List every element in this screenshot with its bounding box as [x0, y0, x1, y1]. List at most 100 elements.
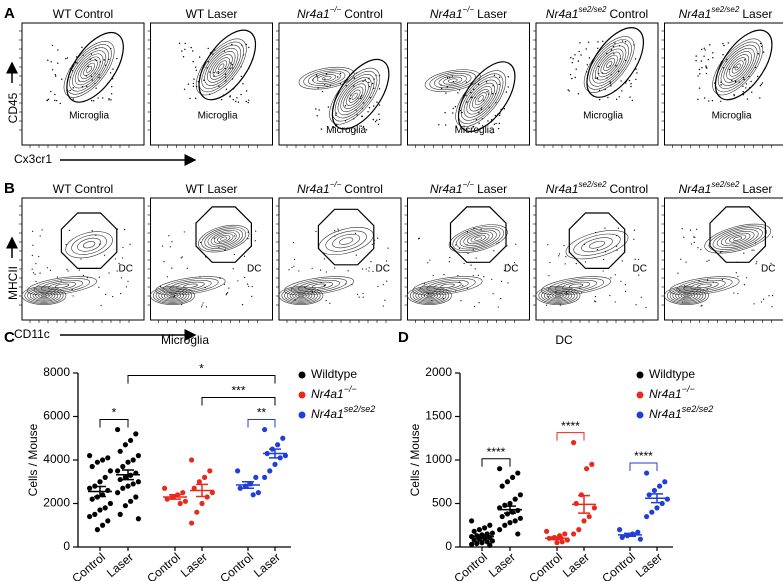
contour	[418, 290, 441, 301]
data-point	[196, 479, 202, 485]
event	[636, 72, 638, 74]
data-point	[87, 513, 93, 520]
event	[472, 125, 474, 128]
event	[751, 91, 753, 93]
contour	[463, 231, 494, 246]
event	[377, 237, 379, 239]
contour	[65, 231, 113, 259]
event	[104, 254, 106, 256]
contour	[676, 278, 733, 294]
contour	[573, 233, 621, 256]
contour	[472, 89, 490, 109]
event	[698, 87, 701, 89]
event	[217, 71, 219, 73]
event	[112, 295, 114, 298]
y-tick-label: 0	[63, 539, 70, 553]
event	[727, 42, 730, 44]
event	[507, 86, 509, 88]
event	[596, 77, 599, 79]
event	[318, 109, 320, 111]
event	[637, 258, 640, 261]
event	[709, 44, 711, 46]
contour	[726, 54, 750, 80]
event	[68, 229, 70, 231]
sem-bar	[94, 485, 106, 498]
data-point	[509, 509, 516, 515]
genotype: se2/se2	[711, 180, 740, 189]
event	[61, 78, 63, 80]
event	[699, 73, 701, 75]
data-point	[255, 490, 261, 496]
event	[485, 81, 488, 83]
x-tick-label: Laser	[633, 550, 665, 580]
contour	[77, 56, 101, 83]
event	[122, 246, 124, 249]
condition: Control	[610, 182, 649, 196]
event	[621, 90, 623, 92]
gene: Nr4a1	[297, 7, 330, 21]
event	[736, 66, 738, 69]
event	[742, 91, 744, 93]
event	[292, 242, 295, 244]
event	[245, 90, 248, 92]
event	[423, 283, 426, 285]
event	[571, 77, 573, 80]
genotype: −/−	[463, 5, 475, 14]
data-point	[571, 440, 577, 446]
event	[327, 106, 330, 108]
contour	[71, 234, 107, 255]
condition: WT Laser	[186, 182, 238, 196]
contour	[424, 69, 481, 92]
event	[683, 236, 685, 238]
event	[371, 243, 373, 246]
plot-frame	[150, 197, 273, 321]
event	[112, 68, 114, 70]
series-name: Nr4a1	[311, 407, 344, 421]
event	[438, 124, 440, 126]
event	[491, 132, 493, 134]
sem-bar	[269, 448, 281, 459]
event	[337, 230, 340, 232]
gate	[195, 206, 252, 263]
condition: Control	[610, 7, 649, 21]
event	[602, 40, 604, 42]
event	[321, 90, 324, 93]
gate-label: DC	[761, 263, 775, 274]
event	[385, 260, 388, 262]
plot-title: Nr4a1−/− Laser	[430, 5, 507, 21]
event	[129, 243, 131, 245]
event	[171, 267, 173, 269]
event	[746, 277, 748, 279]
event	[183, 294, 185, 296]
event	[683, 298, 685, 300]
event	[368, 267, 370, 269]
event	[555, 291, 557, 293]
event	[613, 53, 615, 55]
data-point	[476, 527, 482, 533]
event	[743, 252, 745, 254]
event	[493, 250, 495, 252]
contour	[169, 294, 176, 298]
plot-title: WT Laser	[186, 7, 238, 21]
event	[334, 267, 336, 269]
genotype: −/−	[330, 5, 342, 14]
data-point	[651, 487, 658, 494]
event	[34, 273, 36, 275]
event	[293, 265, 295, 267]
event	[759, 97, 761, 99]
event	[515, 243, 517, 245]
event	[35, 280, 37, 283]
contour	[54, 283, 70, 288]
chart-title: DC	[555, 333, 573, 347]
data-point	[497, 466, 503, 472]
event	[237, 280, 239, 282]
gate-label: Microglia	[583, 110, 623, 121]
event	[32, 272, 35, 274]
data-point	[97, 479, 103, 485]
gate-label: DC	[118, 263, 132, 274]
event	[41, 229, 43, 231]
event	[39, 235, 41, 237]
event	[291, 266, 293, 269]
data-point	[499, 483, 505, 489]
event	[762, 51, 765, 53]
